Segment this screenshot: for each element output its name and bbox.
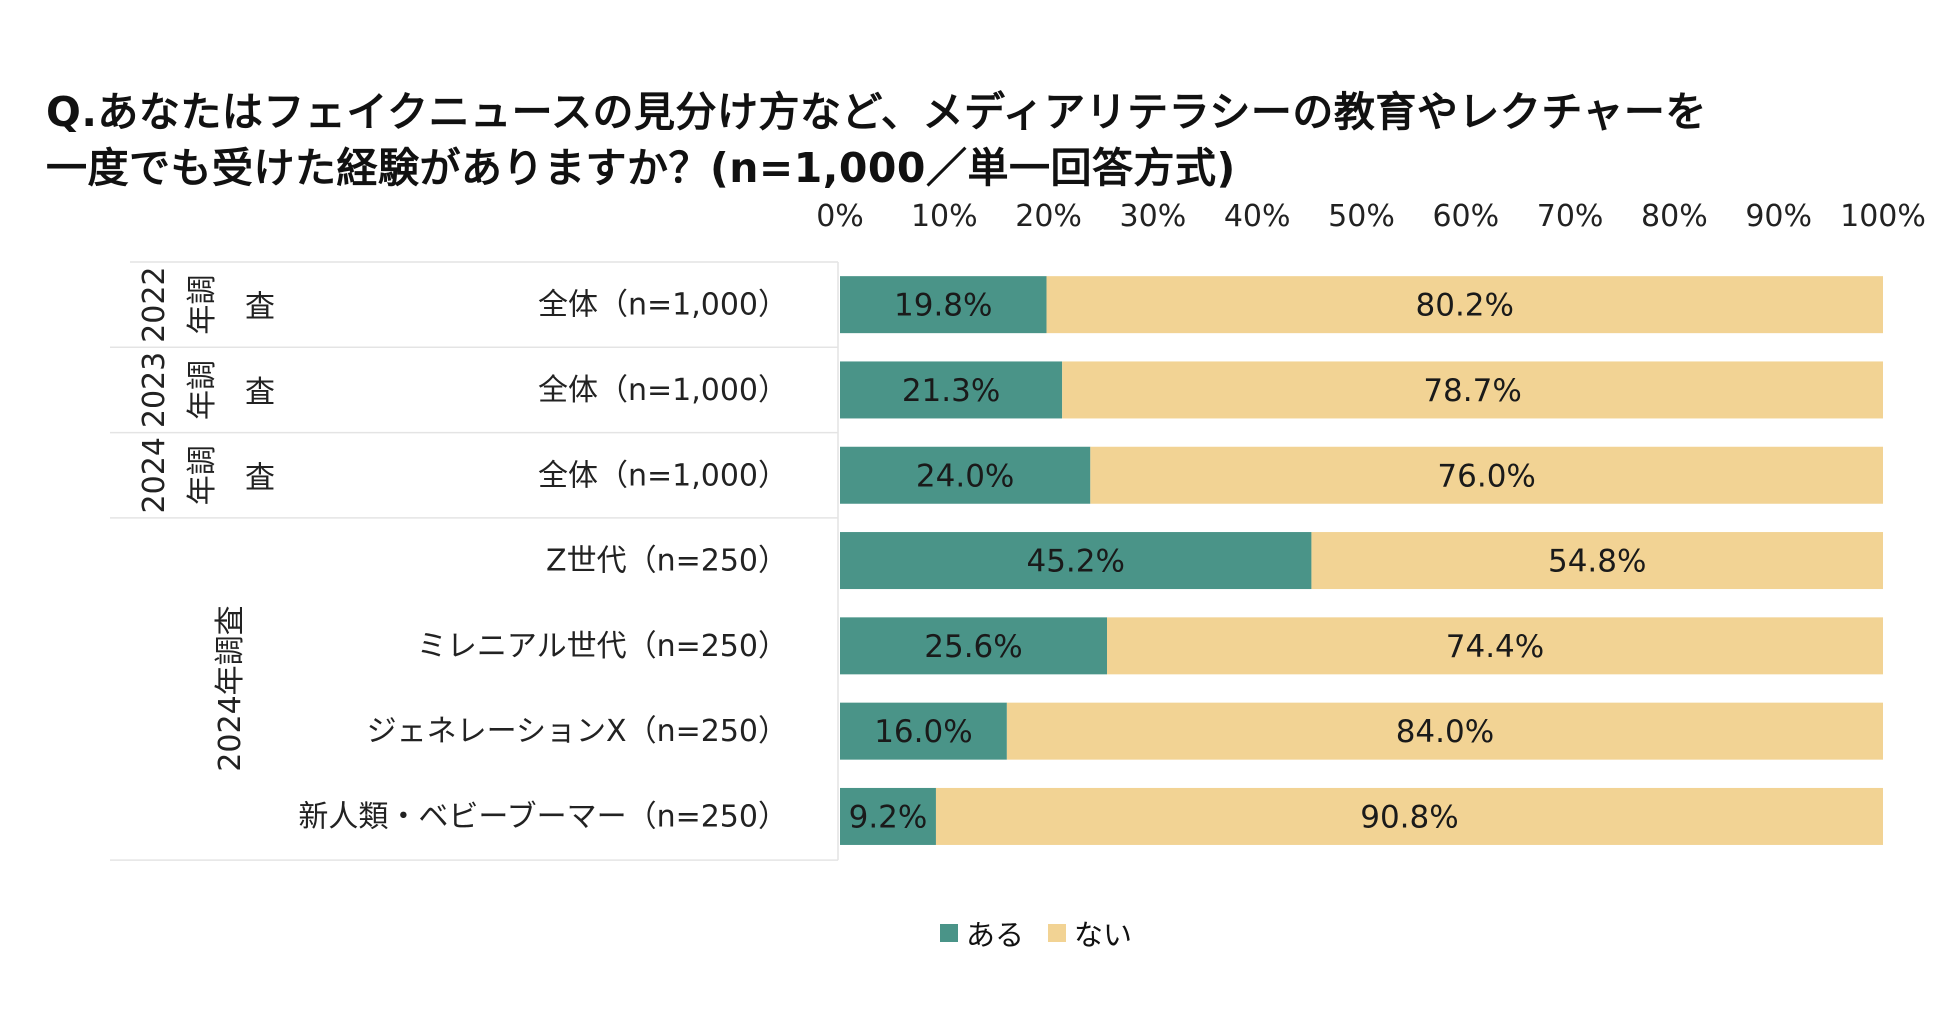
data-label-aru: 45.2% <box>1026 544 1124 580</box>
legend-label-nai: ない <box>1074 918 1133 952</box>
x-tick-label: 80% <box>1641 199 1708 234</box>
group-label: 2024年調査 <box>213 605 248 771</box>
group-suffix-label-end: 査 <box>245 375 275 410</box>
x-tick-label: 90% <box>1745 199 1812 234</box>
group-year-label: 2024 <box>137 437 172 513</box>
data-label-aru: 24.0% <box>916 458 1014 494</box>
x-tick-label: 100% <box>1840 199 1926 234</box>
x-tick-label: 70% <box>1537 199 1604 234</box>
x-tick-label: 20% <box>1015 199 1082 234</box>
group-year-label: 2023 <box>137 352 172 428</box>
data-label-nai: 54.8% <box>1548 544 1646 580</box>
category-label: 全体（n=1,000） <box>538 458 788 493</box>
group-suffix-label: 年調 <box>185 445 220 505</box>
category-label: Z世代（n=250） <box>546 544 788 579</box>
group-suffix-label: 年調 <box>185 275 220 335</box>
group-suffix-label: 年調 <box>185 360 220 420</box>
group-suffix-label-end: 査 <box>245 460 275 495</box>
category-label: 全体（n=1,000） <box>538 288 788 323</box>
x-tick-label: 0% <box>816 199 864 234</box>
x-tick-label: 50% <box>1328 199 1395 234</box>
chart-title-line-1: Q.あなたはフェイクニュースの見分け方など、メディアリテラシーの教育やレクチャー… <box>46 88 1707 136</box>
data-label-aru: 21.3% <box>902 373 1000 409</box>
legend-swatch-nai <box>1048 924 1067 942</box>
category-label: ジェネレーションX（n=250） <box>367 714 788 749</box>
data-label-aru: 25.6% <box>924 629 1022 665</box>
group-year-label: 2022 <box>137 266 172 342</box>
bar-segment-nai <box>935 787 1883 845</box>
bar-segment-aru <box>840 446 1091 504</box>
category-label: ミレニアル世代（n=250） <box>417 629 788 664</box>
data-label-aru: 19.8% <box>894 288 992 324</box>
category-label: 全体（n=1,000） <box>538 373 788 408</box>
group-suffix-label-end: 査 <box>245 290 275 325</box>
x-tick-label: 10% <box>911 199 978 234</box>
chart-legend: ある ない <box>940 912 1156 954</box>
legend-item-nai: ない <box>1048 912 1132 954</box>
bar-segment-nai <box>1006 702 1883 760</box>
bar-segment-aru <box>840 276 1047 334</box>
legend-item-aru: ある <box>940 912 1024 954</box>
bar-segment-nai <box>1090 446 1883 504</box>
data-label-aru: 9.2% <box>849 799 928 835</box>
bar-segment-aru <box>840 617 1108 675</box>
data-label-nai: 78.7% <box>1423 373 1521 409</box>
data-label-aru: 16.0% <box>874 714 972 750</box>
data-label-nai: 90.8% <box>1360 799 1458 835</box>
x-tick-label: 60% <box>1432 199 1499 234</box>
bar-segment-nai <box>1062 361 1883 419</box>
bar-segment-nai <box>1046 276 1883 334</box>
bar-segment-aru <box>840 787 936 845</box>
bar-segment-aru <box>840 702 1007 760</box>
data-label-nai: 80.2% <box>1416 288 1514 324</box>
data-label-nai: 76.0% <box>1437 458 1535 494</box>
bar-segment-aru <box>840 361 1063 419</box>
x-tick-label: 40% <box>1224 199 1291 234</box>
x-tick-label: 30% <box>1120 199 1187 234</box>
bar-segment-nai <box>1107 617 1883 675</box>
data-label-nai: 84.0% <box>1396 714 1494 750</box>
data-label-nai: 74.4% <box>1446 629 1544 665</box>
chart-title: Q.あなたはフェイクニュースの見分け方など、メディアリテラシーの教育やレクチャー… <box>46 84 1926 196</box>
category-label: 新人類・ベビーブーマー（n=250） <box>298 799 788 834</box>
legend-swatch-aru <box>940 924 958 942</box>
legend-label-aru: ある <box>966 918 1025 952</box>
bar-segment-nai <box>1311 532 1883 590</box>
chart-title-line-2: 一度でも受けた経験がありますか？(n=1,000／単一回答方式) <box>46 144 1236 192</box>
bar-segment-aru <box>840 532 1312 590</box>
